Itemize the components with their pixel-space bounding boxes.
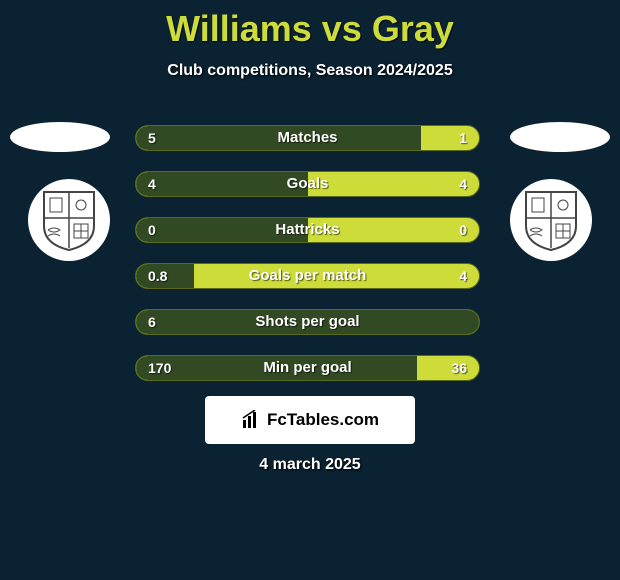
stat-label: Goals per match (136, 264, 479, 288)
left-club-badge (28, 179, 110, 261)
fctables-logo[interactable]: FcTables.com (205, 396, 415, 444)
stat-right-value: 0 (459, 218, 467, 242)
date-label: 4 march 2025 (0, 456, 620, 474)
shield-icon (40, 188, 98, 252)
logo-text: FcTables.com (267, 410, 379, 430)
stat-bars-container: 5Matches14Goals40Hattricks00.8Goals per … (135, 125, 480, 401)
stat-row: 6Shots per goal (135, 309, 480, 335)
chart-icon (241, 410, 261, 430)
stat-label: Matches (136, 126, 479, 150)
stat-right-value: 4 (459, 264, 467, 288)
page-title: Williams vs Gray (0, 0, 620, 50)
left-player-placeholder (10, 122, 110, 152)
stat-row: 0Hattricks0 (135, 217, 480, 243)
stat-row: 4Goals4 (135, 171, 480, 197)
stat-label: Goals (136, 172, 479, 196)
stat-label: Hattricks (136, 218, 479, 242)
stat-row: 170Min per goal36 (135, 355, 480, 381)
subtitle: Club competitions, Season 2024/2025 (0, 62, 620, 80)
stat-right-value: 36 (451, 356, 467, 380)
right-club-badge (510, 179, 592, 261)
stat-row: 0.8Goals per match4 (135, 263, 480, 289)
stat-right-value: 4 (459, 172, 467, 196)
stat-right-value: 1 (459, 126, 467, 150)
right-player-placeholder (510, 122, 610, 152)
shield-icon (522, 188, 580, 252)
stat-label: Min per goal (136, 356, 479, 380)
stat-row: 5Matches1 (135, 125, 480, 151)
stat-label: Shots per goal (136, 310, 479, 334)
